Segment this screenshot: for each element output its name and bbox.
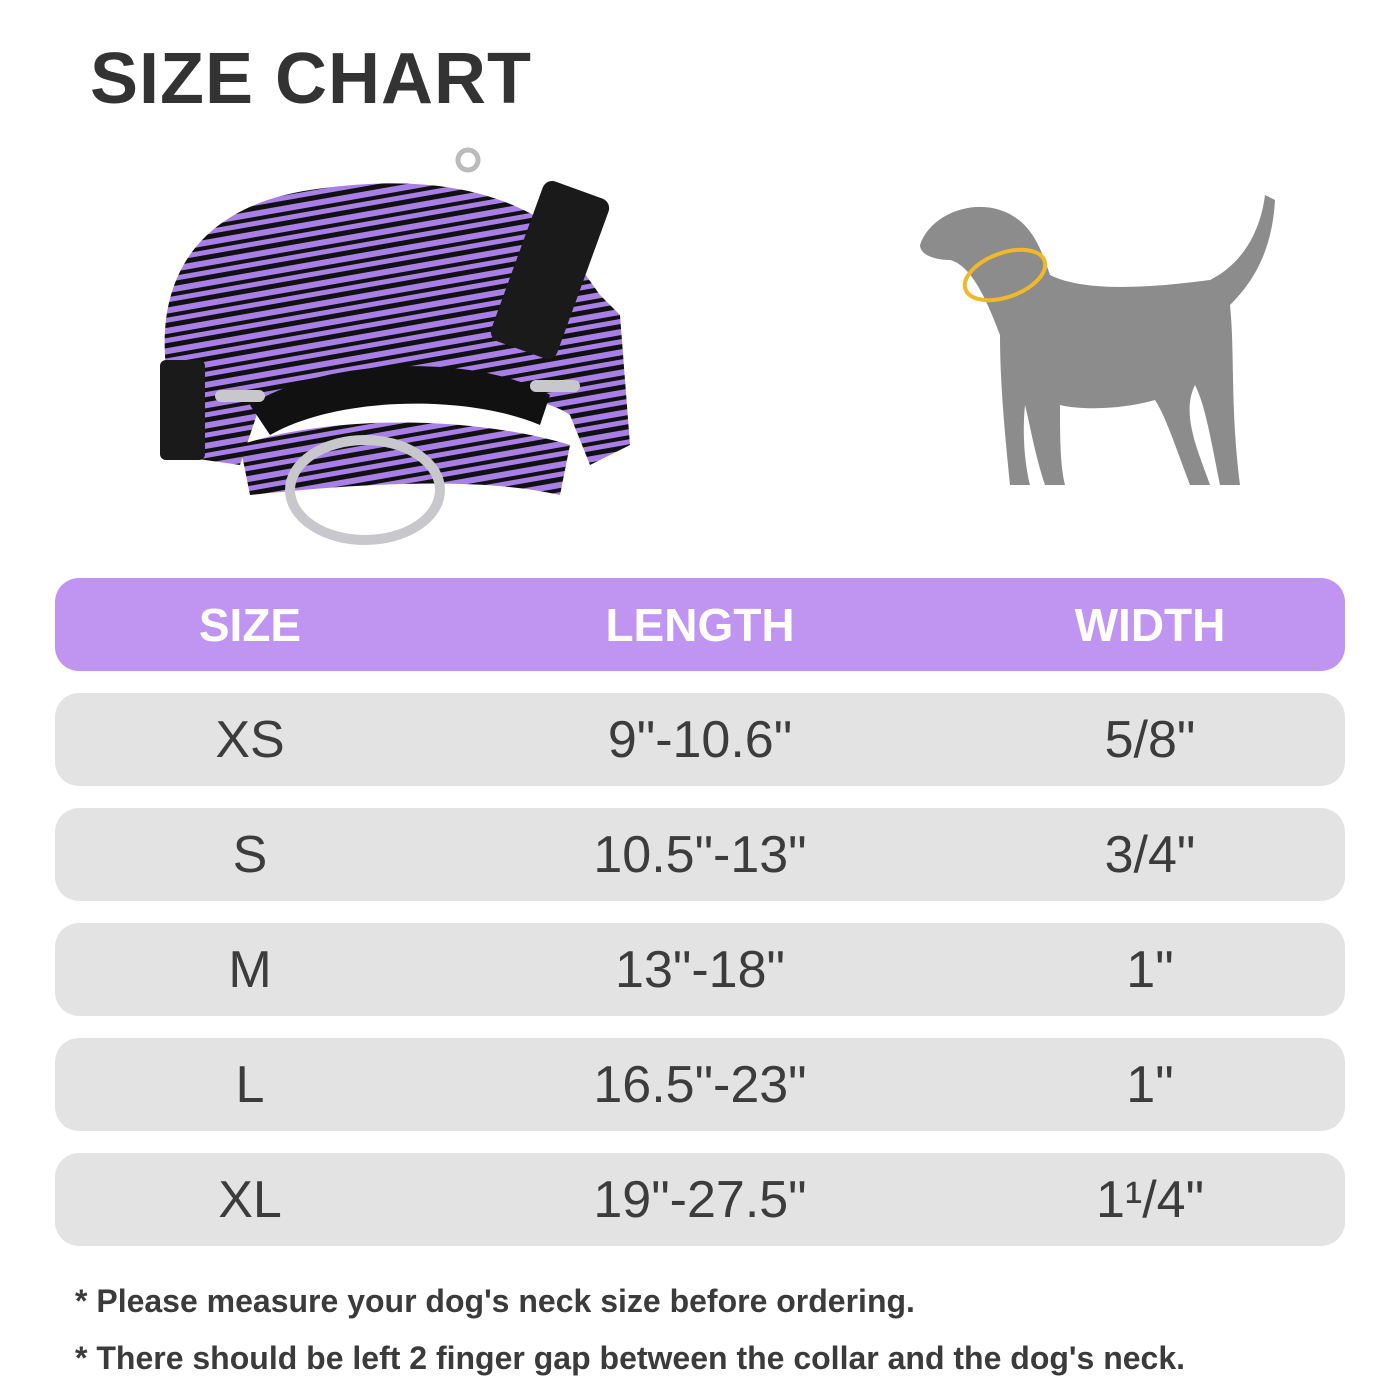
cell-length: 19"-27.5" <box>593 1170 807 1229</box>
cell-width: 5/8" <box>1104 710 1196 769</box>
header-size: SIZE <box>198 598 302 651</box>
cell-size: XS <box>215 710 285 769</box>
cell-length: 13"-18" <box>615 940 785 999</box>
table-row: M 13"-18" 1" <box>55 923 1345 1016</box>
table-header: SIZE LENGTH WIDTH <box>55 578 1345 671</box>
cell-width: 1¹/4" <box>1095 1170 1205 1229</box>
header-width: WIDTH <box>1074 598 1226 651</box>
note-measure: * Please measure your dog's neck size be… <box>75 1283 915 1319</box>
cell-length: 9"-10.6" <box>607 710 793 769</box>
table-row: L 16.5"-23" 1" <box>55 1038 1345 1131</box>
dog-silhouette-icon <box>920 195 1275 485</box>
table-row: XS 9"-10.6" 5/8" <box>55 693 1345 786</box>
note-finger-gap: * There should be left 2 finger gap betw… <box>75 1340 1186 1376</box>
page-title: SIZE CHART <box>90 39 532 119</box>
header-length: LENGTH <box>605 598 795 651</box>
cell-size: XL <box>218 1170 282 1229</box>
cell-size: S <box>232 825 268 884</box>
cell-length: 16.5"-23" <box>593 1055 807 1114</box>
cell-length: 10.5"-13" <box>593 825 807 884</box>
cell-width: 1" <box>1126 940 1174 999</box>
table-row: S 10.5"-13" 3/4" <box>55 808 1345 901</box>
collar-image <box>160 147 630 545</box>
table-row: XL 19"-27.5" 1¹/4" <box>55 1153 1345 1246</box>
cell-size: L <box>235 1055 265 1114</box>
cell-width: 1" <box>1126 1055 1174 1114</box>
cell-width: 3/4" <box>1104 825 1196 884</box>
cell-size: M <box>228 940 272 999</box>
size-table: SIZE LENGTH WIDTH XS 9"-10.6" 5/8" S 10.… <box>55 578 1345 1246</box>
